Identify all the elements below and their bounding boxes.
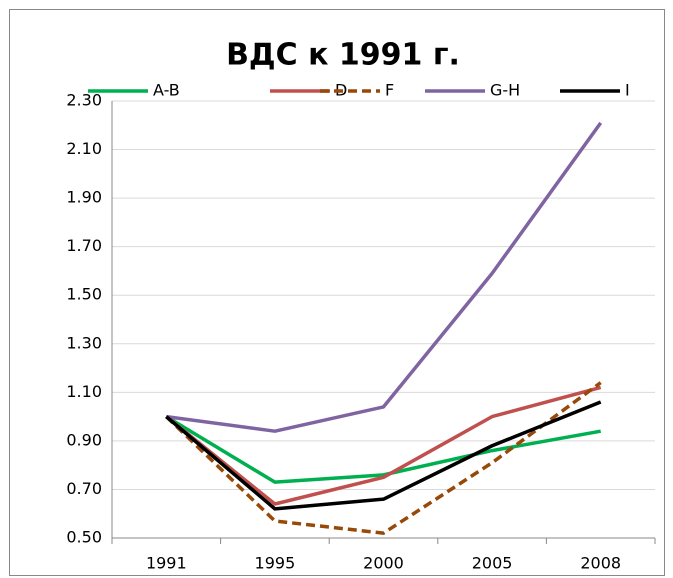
y-tick-label: 1.10 xyxy=(66,382,102,401)
x-tick-label: 2008 xyxy=(580,554,621,573)
y-tick-label: 2.10 xyxy=(66,139,102,158)
series-line xyxy=(165,415,602,484)
legend-label: A-B xyxy=(153,81,180,100)
y-tick-label: 1.70 xyxy=(66,236,102,255)
y-tick-label: 0.70 xyxy=(66,479,102,498)
y-tick-label: 1.30 xyxy=(66,333,102,352)
x-tick-label: 1995 xyxy=(255,554,296,573)
y-tick-label: 2.30 xyxy=(66,91,102,110)
chart-title: ВДС к 1991 г. xyxy=(226,38,460,73)
series-line xyxy=(165,400,602,511)
series-line xyxy=(166,121,603,433)
x-tick-label: 2005 xyxy=(472,554,513,573)
x-tick-label: 1991 xyxy=(146,554,187,573)
legend-label: I xyxy=(625,81,630,100)
series-line xyxy=(165,381,602,535)
y-tick-label: 0.90 xyxy=(66,430,102,449)
y-tick-label: 1.50 xyxy=(66,285,102,304)
y-tick-label: 0.50 xyxy=(66,528,102,547)
legend-label: F xyxy=(385,81,394,100)
legend-label: G-H xyxy=(490,81,520,100)
y-tick-label: 1.90 xyxy=(66,188,102,207)
series-line xyxy=(165,385,602,506)
chart-border xyxy=(9,9,665,576)
x-tick-label: 2000 xyxy=(363,554,404,573)
